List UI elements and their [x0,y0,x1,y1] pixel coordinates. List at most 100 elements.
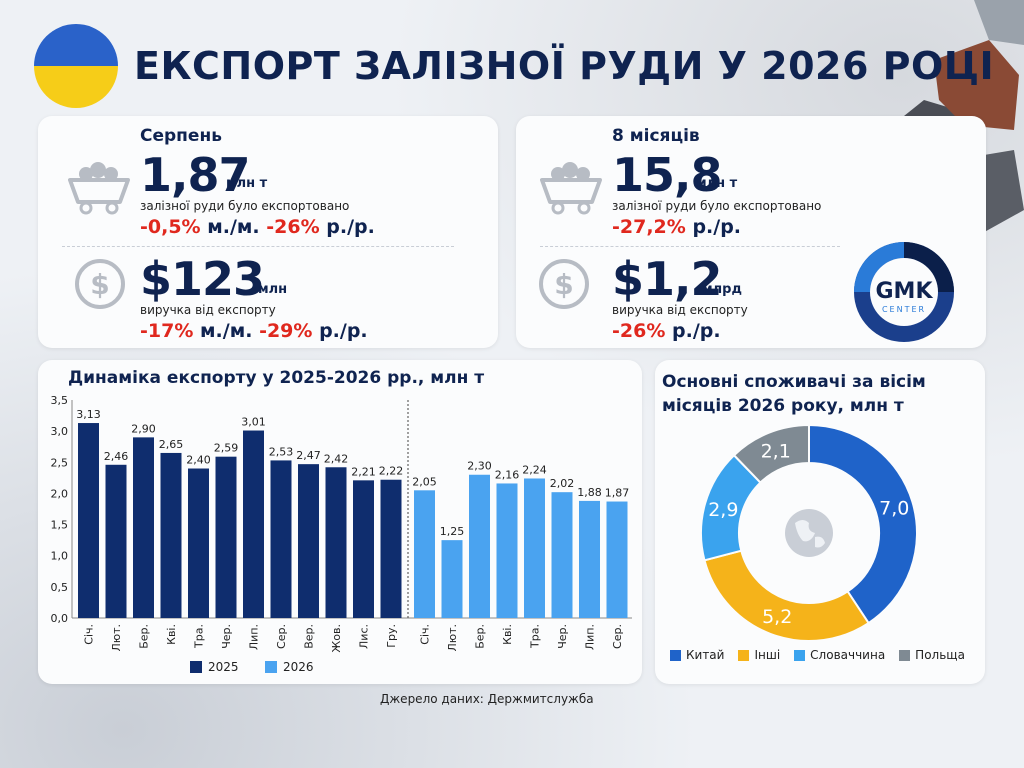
x-tick-label: Тра. [193,624,206,649]
source-note: Джерело даних: Держмитслужба [380,692,594,706]
ore-cart-icon [68,162,130,215]
bar-2025-5 [215,456,237,618]
eight-months-revenue-yoy: -26% [612,320,666,342]
august-period: Серпень [140,126,222,146]
bar-2026-5 [551,492,573,618]
x-tick-label: Січ. [419,624,432,645]
bar-value-label: 2,24 [522,463,547,476]
y-tick-label: 0,0 [51,612,69,625]
donut-slice-label: 2,1 [761,440,791,462]
x-tick-label: Бер. [138,624,151,649]
august-revenue-unit: млн [258,282,288,297]
y-tick-label: 3,0 [51,425,69,438]
august-divider [62,246,454,247]
bar-2025-6 [243,430,264,618]
bar-value-label: 2,16 [495,468,520,481]
august-volume-mom: -0,5% [140,216,201,238]
y-tick-label: 0,5 [51,581,69,594]
donut-legend-swatch [794,649,806,661]
august-revenue-mom-label: м./м. [200,320,253,342]
august-volume-unit: млн т [226,176,268,191]
donut-slice-0 [808,423,918,625]
donut-legend-label: Словаччина [810,648,886,662]
x-tick-label: Тра. [529,624,542,649]
august-card [38,116,498,348]
eight-months-revenue-yoy-label: р./р. [672,320,721,342]
bar-2025-11 [380,479,402,618]
x-tick-label: Січ. [83,624,96,645]
august-volume-change: -0,5% м./м. -26% р./р. [140,216,375,238]
page-title: ЕКСПОРТ ЗАЛІЗНОЇ РУДИ У 2026 РОЦІ [134,44,995,88]
bar-2026-7 [606,501,628,618]
bar-value-label: 2,21 [351,465,376,478]
donut-legend-item: Польща [899,648,965,662]
eight-months-revenue-caption: виручка від експорту [612,303,748,317]
bar-value-label: 2,22 [379,465,404,478]
bar-2026-6 [579,500,600,618]
bar-2025-1 [105,464,127,618]
gmk-logo-bottom: CENTER [882,305,926,314]
donut-legend-swatch [670,649,681,661]
bar-2025-3 [160,452,182,618]
globe-continents [795,520,825,548]
bar-2026-1 [441,540,463,618]
gmk-center-logo: GMK CENTER [854,242,954,342]
bar-2025-7 [270,460,292,618]
bar-2026-3 [496,483,518,618]
bar-chart-title: Динаміка експорту у 2025-2026 рр., млн т [68,368,485,388]
x-tick-label: Кві. [165,624,178,645]
bar-2025-9 [325,467,347,618]
bar-value-label: 2,02 [550,477,575,490]
eight-months-revenue-unit: млрд [702,282,742,297]
august-revenue-yoy-label: р./р. [319,320,368,342]
donut-legend-swatch [738,649,750,661]
bar-2025-4 [188,468,209,618]
bar-2025-8 [298,464,319,618]
x-tick-label: Сер. [275,624,288,649]
bar-2026-2 [469,474,490,618]
august-volume-value: 1,87 [140,148,250,202]
bar-value-label: 2,46 [104,450,129,463]
august-volume-yoy: -26% [266,216,320,238]
eight-months-volume-unit: млн т [696,176,738,191]
x-tick-label: Чер. [556,624,569,649]
bar-value-label: 2,65 [159,438,184,451]
bar-value-label: 2,30 [467,460,492,473]
legend-2025: 2025 [190,660,239,674]
bar-value-label: 1,87 [605,487,630,500]
ore-cart-icon [540,162,602,215]
bar-2026-0 [414,490,435,618]
august-revenue-yoy: -29% [259,320,313,342]
august-revenue-change: -17% м./м. -29% р./р. [140,320,368,342]
donut-chart: 7,0 5,2 2,9 2,1 [700,423,918,642]
x-tick-label: Лют. [110,624,123,651]
august-revenue-mom: -17% [140,320,194,342]
x-tick-label: Лис. [358,624,371,649]
x-tick-label: Гру. [385,624,398,648]
bar-value-label: 3,13 [76,408,101,421]
bar-2025-0 [78,423,99,618]
bar-2025-2 [133,437,154,618]
bar-value-label: 1,25 [440,525,465,538]
bar-2025-10 [353,480,374,618]
x-tick-label: Кві. [501,624,514,645]
donut-legend-item: Словаччина [794,648,885,662]
bar-value-label: 2,05 [412,475,437,488]
bar-value-label: 2,40 [186,454,211,467]
bar-value-label: 2,90 [131,422,156,435]
bar-value-label: 3,01 [241,416,266,429]
dollar-coin-icon: $ [539,259,589,309]
donut-legend-label: Інші [754,648,781,662]
august-volume-yoy-label: р./р. [326,216,375,238]
y-tick-label: 1,0 [51,550,69,563]
legend-2025-label: 2025 [208,660,239,674]
eight-months-volume-value: 15,8 [612,148,722,202]
ukraine-flag-icon [34,24,118,108]
bar-2026-4 [524,478,545,618]
x-tick-label: Жов. [330,624,343,653]
y-tick-label: 3,5 [51,394,69,407]
x-tick-label: Вер. [303,624,316,649]
august-volume-caption: залізної руди було експортовано [140,199,350,213]
x-tick-label: Лип. [248,624,261,650]
eight-months-volume-yoy-label: р./р. [692,216,742,238]
